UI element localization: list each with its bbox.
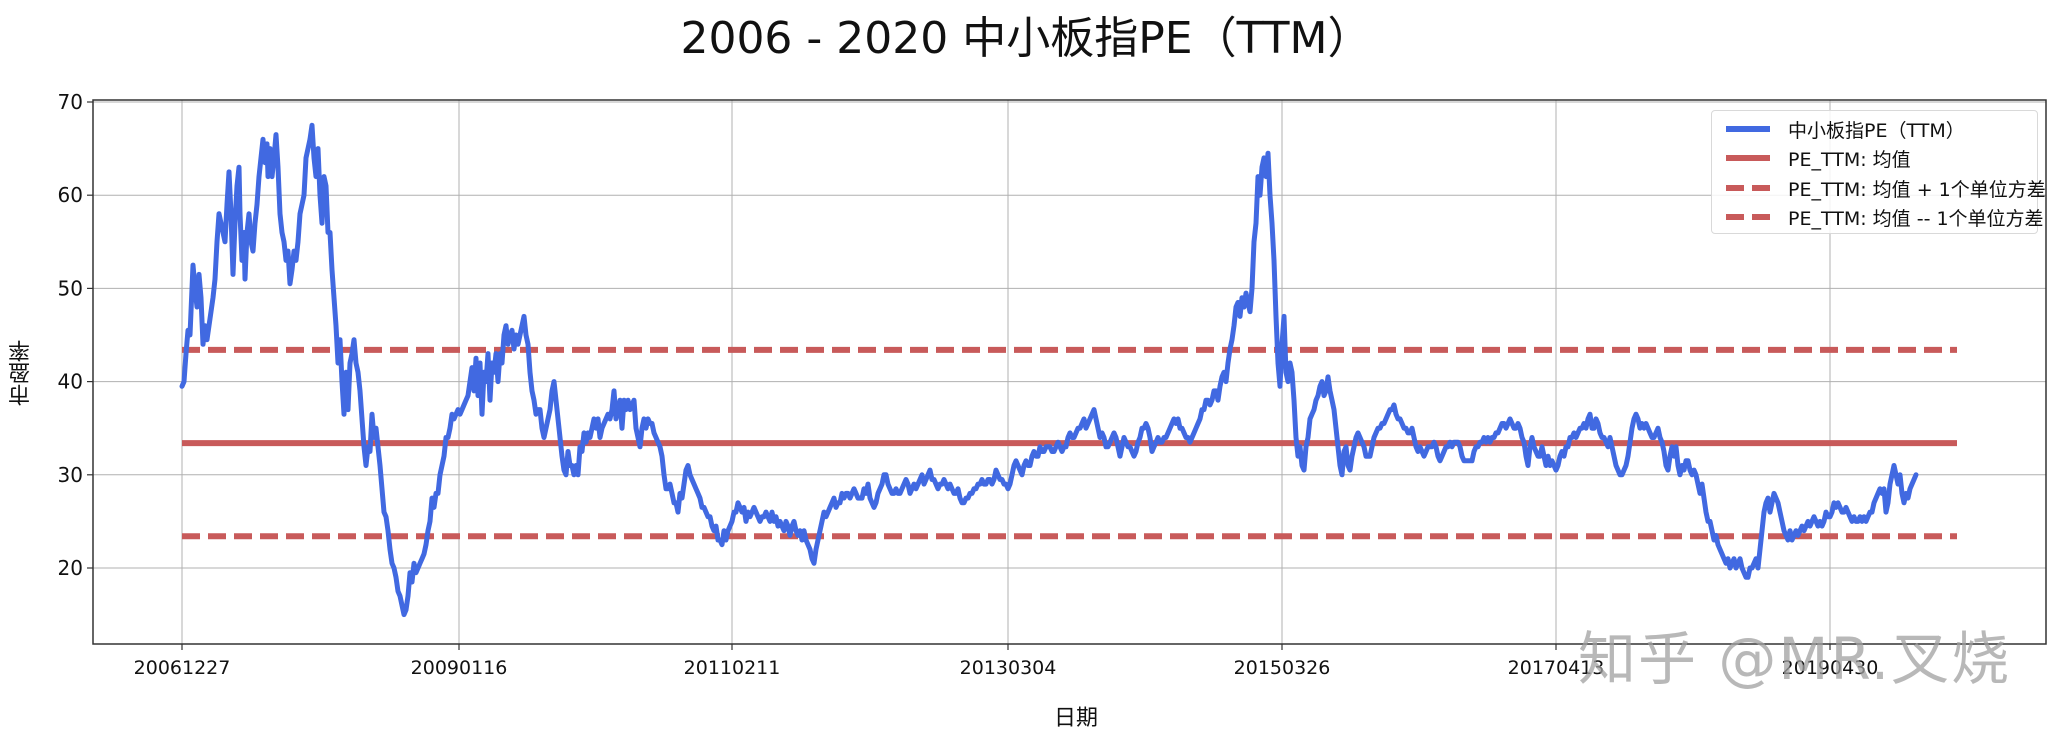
y-tick-label: 50 <box>58 276 83 300</box>
legend-item-mean: PE_TTM: 均值 <box>1726 143 1911 173</box>
plot-frame <box>92 99 2047 645</box>
x-tick-label: 20130304 <box>960 657 1057 679</box>
y-tick-label: 70 <box>58 90 83 114</box>
legend-label: PE_TTM: 均值 + 1个单位方差 <box>1788 178 2046 201</box>
legend-item-series: 中小板指PE（TTM） <box>1726 114 1965 144</box>
reference-lines <box>182 346 1957 540</box>
legend-swatch-solid-blue <box>1726 126 1770 132</box>
x-tick-label: 20090116 <box>411 657 508 679</box>
legend-label: PE_TTM: 均值 <box>1788 148 1911 171</box>
legend-label: PE_TTM: 均值 -- 1个单位方差 <box>1788 207 2044 230</box>
x-tick-label: 20061227 <box>134 657 231 679</box>
pe-ttm-series-line <box>179 122 1919 618</box>
x-axis-ticks: 20061227 20090116 20110211 20130304 20150326… <box>134 644 1879 679</box>
y-tick-label: 30 <box>58 463 83 487</box>
legend-swatch-dashed-red <box>1726 214 1770 220</box>
y-tick-label: 20 <box>58 556 83 580</box>
legend-item-mean-plus-std: PE_TTM: 均值 + 1个单位方差 <box>1726 173 2046 203</box>
legend: 中小板指PE（TTM） PE_TTM: 均值 PE_TTM: 均值 + 1个单位… <box>1711 110 2046 234</box>
x-tick-label: 20170413 <box>1508 657 1605 679</box>
legend-item-mean-minus-std: PE_TTM: 均值 -- 1个单位方差 <box>1726 202 2044 232</box>
legend-label: 中小板指PE（TTM） <box>1788 119 1965 142</box>
x-tick-label: 20110211 <box>684 657 781 679</box>
x-tick-label: 20190430 <box>1782 657 1879 679</box>
y-tick-label: 60 <box>58 183 83 207</box>
y-tick-label: 40 <box>58 370 83 394</box>
y-axis-label: 市盈率 <box>9 340 34 406</box>
watermark: 知乎 @MR.叉烧 <box>1578 625 2012 693</box>
x-axis-label: 日期 <box>1053 706 1098 731</box>
y-axis-ticks: 70 60 50 40 30 20 <box>58 90 93 580</box>
x-tick-label: 20150326 <box>1234 657 1331 679</box>
legend-swatch-dashed-red <box>1726 185 1770 191</box>
legend-swatch-solid-red <box>1726 155 1770 161</box>
chart-title: 2006 - 2020 中小板指PE（TTM） <box>680 13 1372 64</box>
